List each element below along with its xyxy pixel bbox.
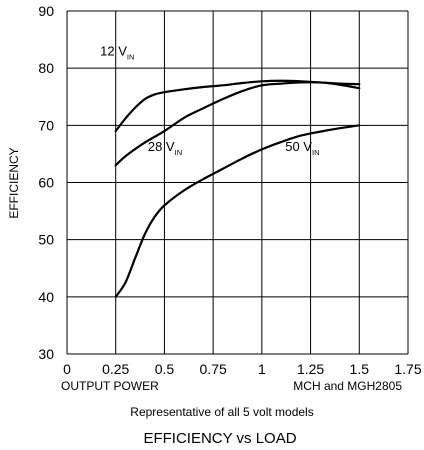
x-tick-label: 1 [258,361,266,377]
y-tick-label: 70 [38,117,54,133]
y-tick-label: 80 [38,60,54,76]
series-label: 28 VIN [148,139,182,157]
x-axis-label: OUTPUT POWER [61,379,159,393]
series-label-subscript: IN [127,53,135,62]
series-line-50v [114,124,361,298]
series-label-subscript: IN [312,148,320,157]
x-tick-label: 0.25 [102,361,129,377]
y-tick-label: 30 [38,346,54,362]
x-tick-label: 0.75 [200,361,227,377]
y-tick-label: 40 [38,289,54,305]
series-line-28v [114,81,361,167]
chart-subtitle: Representative of all 5 volt models [130,405,313,419]
series-label: 12 VIN [100,44,134,62]
y-axis-label: EFFICIENCY [7,147,21,218]
series-label-subscript: IN [175,148,183,157]
x-tick-label: 0.5 [155,361,175,377]
y-tick-label: 50 [38,232,54,248]
x-tick-label: 0 [63,361,71,377]
y-tick-label: 60 [38,175,54,191]
chart-grid [66,10,409,355]
x-tick-label: 1.5 [350,361,370,377]
chart-series [114,79,361,298]
chart-ticks: 30 40 50 60 70 80 90 0 0.25 0.5 0.75 1 1.25 1.5 1.75 [38,3,421,377]
y-tick-label: 90 [38,3,54,19]
chart-title: EFFICIENCY vs LOAD [143,430,296,447]
x-tick-label: 1.75 [394,361,421,377]
chart-labels: 12 VIN 28 VIN 50 VIN [100,44,319,157]
model-note: MCH and MGH2805 [293,379,402,393]
series-label: 50 VIN [285,139,319,157]
x-tick-label: 1.25 [297,361,324,377]
series-line-12v [114,79,361,133]
